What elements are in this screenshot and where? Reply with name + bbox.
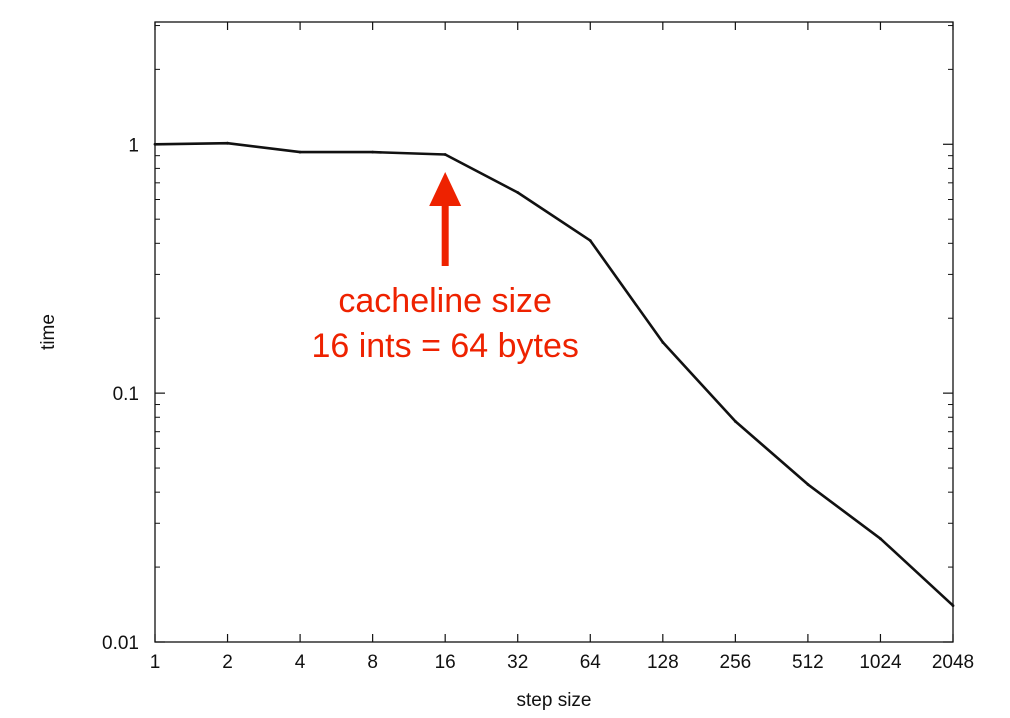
x-tick-label: 32: [507, 652, 528, 673]
x-tick-label: 16: [435, 652, 456, 673]
data-point: [298, 150, 302, 154]
data-point: [516, 191, 520, 194]
annotation-text-line: 16 ints = 64 bytes: [311, 327, 578, 365]
x-tick-label: 1024: [859, 652, 902, 673]
data-point: [588, 239, 592, 243]
x-ticks: 1 2 4 8 16 32 64 128 256 512 1024 2048: [150, 22, 974, 673]
annotation: cacheline size 16 ints = 64 bytes: [311, 172, 579, 365]
x-tick-label: 2: [222, 652, 233, 673]
data-point: [951, 604, 955, 608]
y-axis-title: time: [38, 314, 59, 350]
data-point: [733, 419, 737, 423]
x-tick-label: 64: [580, 652, 602, 673]
data-point: [879, 537, 882, 541]
x-tick-label: 128: [647, 652, 679, 673]
x-tick-label: 2048: [932, 652, 974, 673]
x-tick-label: 256: [720, 652, 752, 673]
y-ticks: 1 0.1 0.01: [102, 25, 953, 654]
annotation-arrow-head: [429, 172, 462, 206]
data-point: [443, 153, 447, 156]
data-point: [153, 142, 157, 146]
y-tick-label: 1: [128, 135, 139, 156]
data-point: [226, 141, 229, 145]
plot-frame: [154, 21, 954, 643]
x-tick-label: 8: [367, 652, 378, 673]
series-line: [154, 141, 954, 607]
data-point: [661, 340, 665, 344]
x-tick-label: 1: [150, 652, 161, 673]
series-layer: [153, 141, 955, 608]
x-tick-label: 4: [295, 652, 306, 673]
y-tick-label: 0.01: [102, 633, 139, 654]
data-point: [806, 482, 810, 486]
x-axis-title: step size: [517, 690, 592, 711]
data-point: [371, 150, 375, 154]
y-tick-label: 0.1: [113, 384, 139, 405]
annotation-text-line: cacheline size: [338, 282, 552, 320]
x-tick-label: 512: [792, 652, 824, 673]
